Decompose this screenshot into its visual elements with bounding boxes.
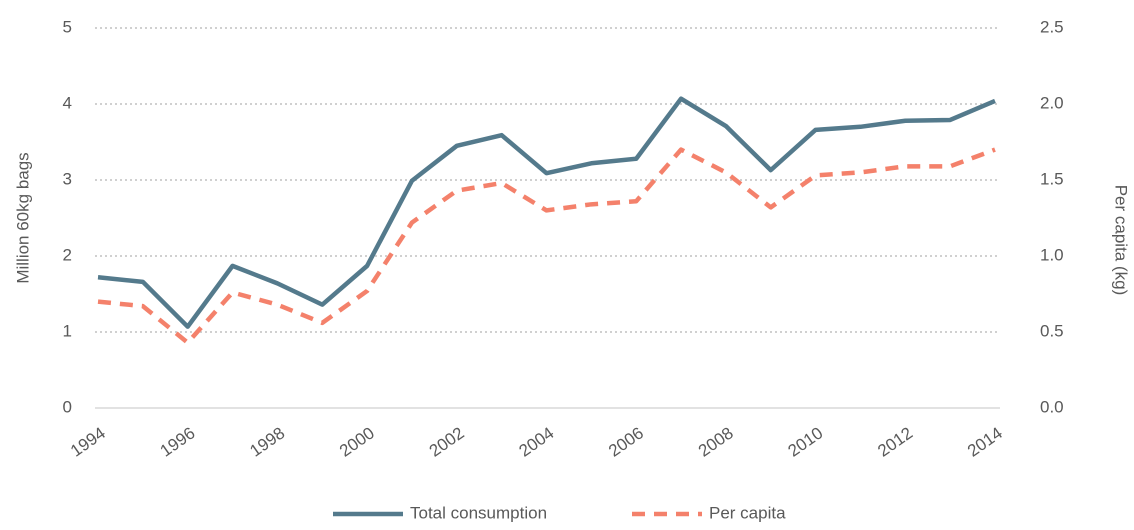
y2-axis-label: Per capita (kg) [1112, 185, 1131, 296]
y-axis-label: Million 60kg bags [13, 152, 32, 283]
y2-tick-label: 0.5 [1040, 321, 1064, 340]
legend-label: Per capita [709, 503, 786, 522]
x-tick-label: 2012 [874, 423, 916, 460]
x-tick-label: 1994 [67, 423, 109, 460]
y2-tick-label: 1.0 [1040, 245, 1064, 264]
y2-tick-label: 1.5 [1040, 169, 1064, 188]
y-tick-label: 2 [63, 245, 72, 264]
y-tick-label: 3 [63, 169, 72, 188]
y2-tick-label: 2.0 [1040, 93, 1064, 112]
x-tick-label: 2008 [695, 423, 737, 460]
data-line [97, 96, 996, 329]
x-tick-label: 2006 [605, 423, 647, 460]
data-line [97, 147, 996, 345]
x-tick-label: 2014 [964, 423, 1006, 460]
y2-tick-label: 0.0 [1040, 397, 1064, 416]
legend-label: Total consumption [410, 503, 547, 522]
x-tick-label: 1996 [157, 423, 199, 460]
y-tick-label: 5 [63, 17, 72, 36]
y2-tick-label: 2.5 [1040, 17, 1064, 36]
x-tick-label: 2004 [515, 423, 557, 460]
x-tick-label: 1998 [246, 423, 288, 460]
y-tick-label: 0 [63, 397, 72, 416]
x-tick-label: 2010 [785, 423, 827, 460]
y-tick-label: 1 [63, 321, 72, 340]
x-tick-label: 2000 [336, 423, 378, 460]
x-tick-label: 2002 [426, 423, 468, 460]
y-tick-label: 4 [63, 93, 72, 112]
